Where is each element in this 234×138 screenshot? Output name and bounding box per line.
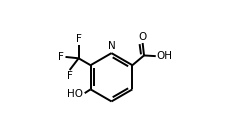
Text: HO: HO — [67, 89, 84, 99]
Text: F: F — [58, 52, 64, 62]
Text: N: N — [108, 42, 115, 51]
Text: F: F — [67, 71, 73, 81]
Text: OH: OH — [157, 51, 172, 61]
Text: F: F — [76, 34, 82, 44]
Text: O: O — [139, 32, 147, 42]
